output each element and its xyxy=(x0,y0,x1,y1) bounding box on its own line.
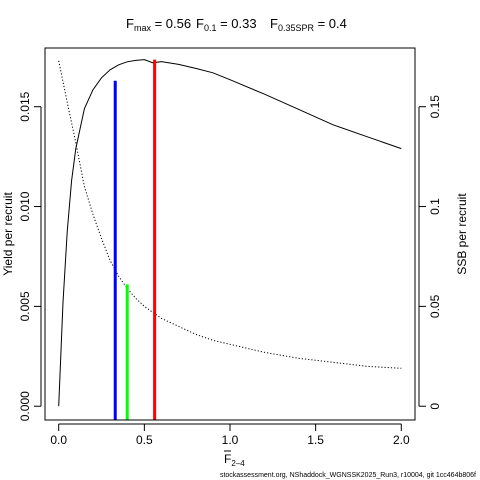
x-tick-label: 1.5 xyxy=(307,433,324,447)
series-line-ssb-per-recruit xyxy=(59,61,402,369)
title-f01: F0.1 = 0.33 xyxy=(196,16,257,33)
y-left-tick-label: 0.015 xyxy=(18,91,32,121)
title-fspr: F0.35SPR = 0.4 xyxy=(270,16,347,33)
series-layer xyxy=(59,60,402,407)
y-axis-title-left: Yield per recruit xyxy=(1,192,15,276)
plot-frame xyxy=(45,48,415,420)
y-left-tick-label: 0.010 xyxy=(18,191,32,221)
y-right-tick-label: 0.05 xyxy=(428,294,442,318)
series-line-yield-per-recruit xyxy=(59,60,402,407)
axes: 0.0 0.5 1.0 1.5 2.0 0.000 0.005 0.010 0.015 0 0.05… xyxy=(18,91,442,447)
x-tick-label: 2.0 xyxy=(393,433,410,447)
y-left-tick-label: 0.000 xyxy=(18,391,32,421)
reference-lines xyxy=(115,60,154,420)
y-right-tick-label: 0 xyxy=(428,403,442,410)
title-fmax: Fmax = 0.56 xyxy=(126,16,191,33)
x-axis-title: F2–4 xyxy=(224,452,245,468)
chart-title: Fmax = 0.56 F0.1 = 0.33 F0.35SPR = 0.4 xyxy=(126,16,347,33)
y-left-tick-label: 0.005 xyxy=(18,291,32,321)
y-axis-title-right: SSB per recruit xyxy=(455,193,469,275)
y-right-tick-label: 0.1 xyxy=(428,198,442,215)
x-tick-label: 0.5 xyxy=(136,433,153,447)
x-tick-label: 1.0 xyxy=(222,433,239,447)
x-tick-label: 0.0 xyxy=(50,433,67,447)
y-right-tick-label: 0.15 xyxy=(428,95,442,119)
footer-text: stockassessment.org, NShaddock_WGNSSK202… xyxy=(220,472,476,479)
